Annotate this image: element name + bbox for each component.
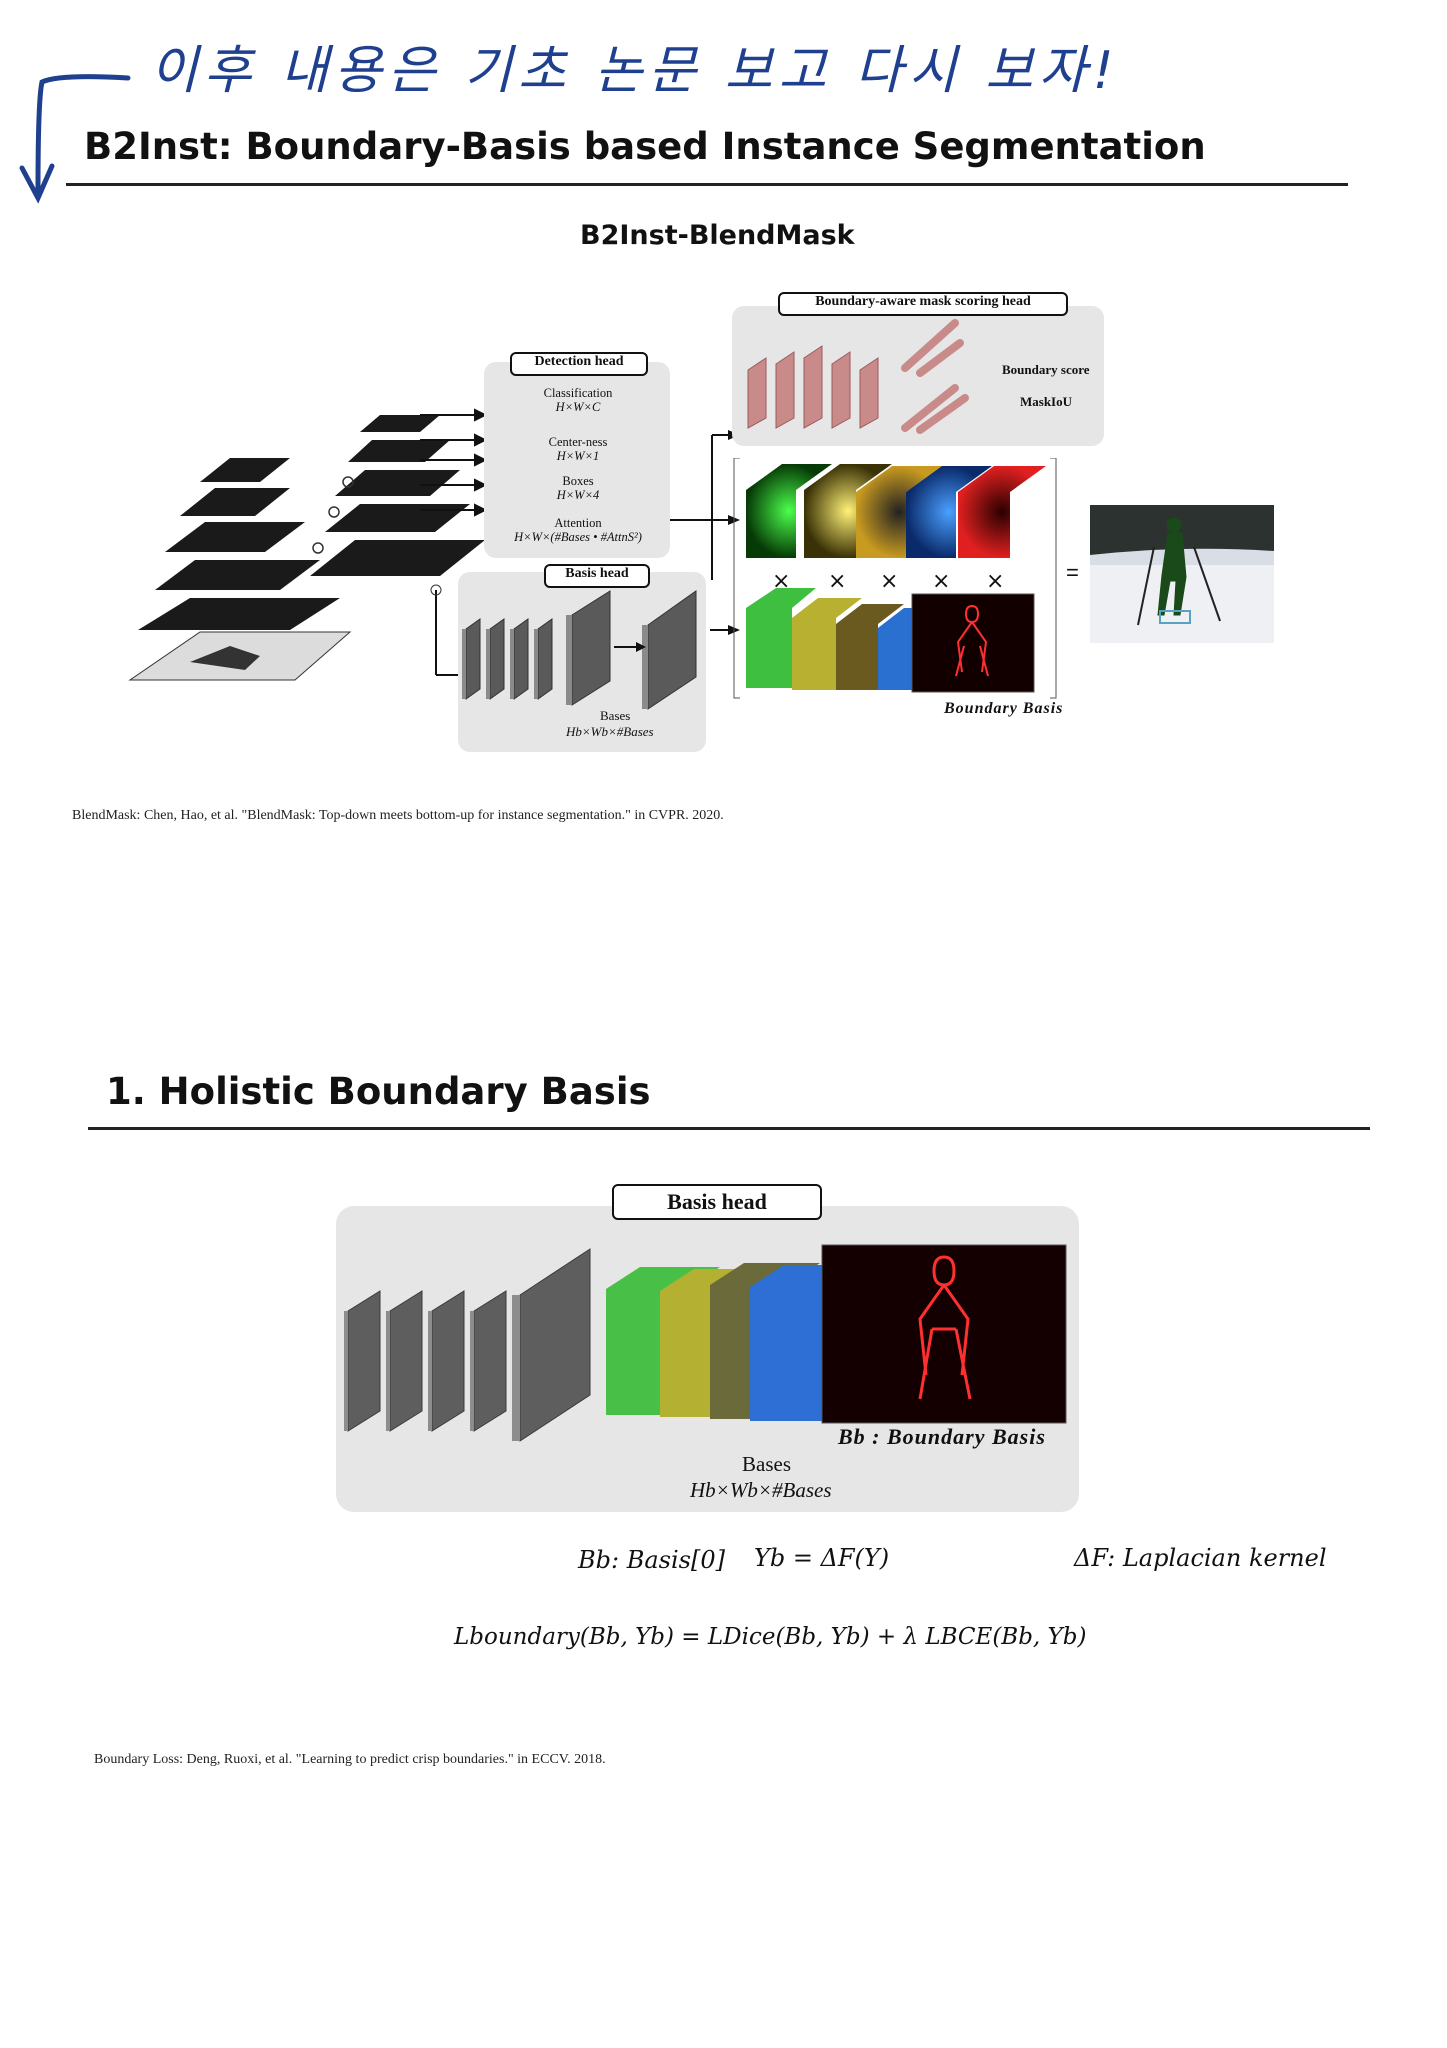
eq-laplacian-kernel: ΔF: Laplacian kernel: [1074, 1544, 1327, 1572]
det-attention: Attention H×W×(#Bases • #AttnS²): [514, 516, 642, 544]
det-classification: Classification H×W×C: [543, 386, 613, 414]
basis-head-label-2: Basis head: [612, 1184, 822, 1220]
det-boxes: Boxes H×W×4: [556, 474, 600, 502]
slide2-title-rule: [88, 1127, 1370, 1130]
basis-head-diagram-2: [344, 1244, 1067, 1442]
handwritten-note: 이후 내용은 기초 논문 보고 다시 보자!: [150, 41, 1120, 101]
svg-text:×: ×: [828, 569, 846, 594]
boundary-basis-label-1: Boundary Basis: [944, 700, 1064, 717]
backbone-feature-pyramid: [128, 415, 485, 681]
svg-text:×: ×: [772, 569, 790, 594]
svg-text:×: ×: [932, 569, 950, 594]
handwritten-arrow: [19, 74, 131, 204]
equals-sign: =: [1066, 560, 1079, 585]
slide2-footnote: Boundary Loss: Deng, Ruoxi, et al. "Lear…: [94, 1752, 606, 1767]
slide1-title-rule: [66, 183, 1348, 186]
slide1-footnote: BlendMask: Chen, Hao, et al. "BlendMask:…: [72, 808, 724, 823]
skier-output-photo: [1090, 505, 1274, 643]
bases-shape-1: Hb×Wb×#Bases: [566, 724, 654, 739]
attention-bases-blend: × × × × ×: [733, 458, 1057, 699]
slide2-title: 1. Holistic Boundary Basis: [106, 1070, 651, 1113]
bases-label-1: Bases: [600, 708, 631, 723]
basis-head-convs-1: [462, 590, 697, 710]
flow-connectors-1: [430, 430, 740, 676]
pyramid-arrows: [420, 408, 488, 517]
slide1-title: B2Inst: Boundary-Basis based Instance Se…: [84, 125, 1206, 168]
maskiou-label: MaskIoU: [1020, 394, 1073, 409]
detection-head-panel: [484, 362, 670, 558]
bases-shape-2: Hb×Wb×#Bases: [690, 1478, 832, 1502]
det-centerness: Center-ness H×W×1: [548, 435, 608, 463]
scoring-head-label: Boundary-aware mask scoring head: [778, 292, 1068, 316]
detection-head-label: Detection head: [510, 352, 648, 376]
boundary-score-label: Boundary score: [1002, 362, 1090, 377]
eq-boundary-loss: Lboundary(Bb, Yb) = LDice(Bb, Yb) + λ LB…: [454, 1624, 1087, 1650]
svg-text:×: ×: [986, 569, 1004, 594]
eq-yb-laplacian: Yb = ΔF(Y): [754, 1544, 890, 1572]
svg-text:×: ×: [880, 569, 898, 594]
bb-boundary-basis-label: Bb : Boundary Basis: [838, 1424, 1046, 1449]
slide1-subtitle: B2Inst-BlendMask: [580, 220, 855, 251]
eq-bb-basis: Bb: Basis[0]: [578, 1546, 725, 1574]
basis-head-label-1: Basis head: [544, 564, 650, 588]
scoring-head-convs: [747, 319, 969, 434]
bases-label-2: Bases: [742, 1452, 791, 1476]
